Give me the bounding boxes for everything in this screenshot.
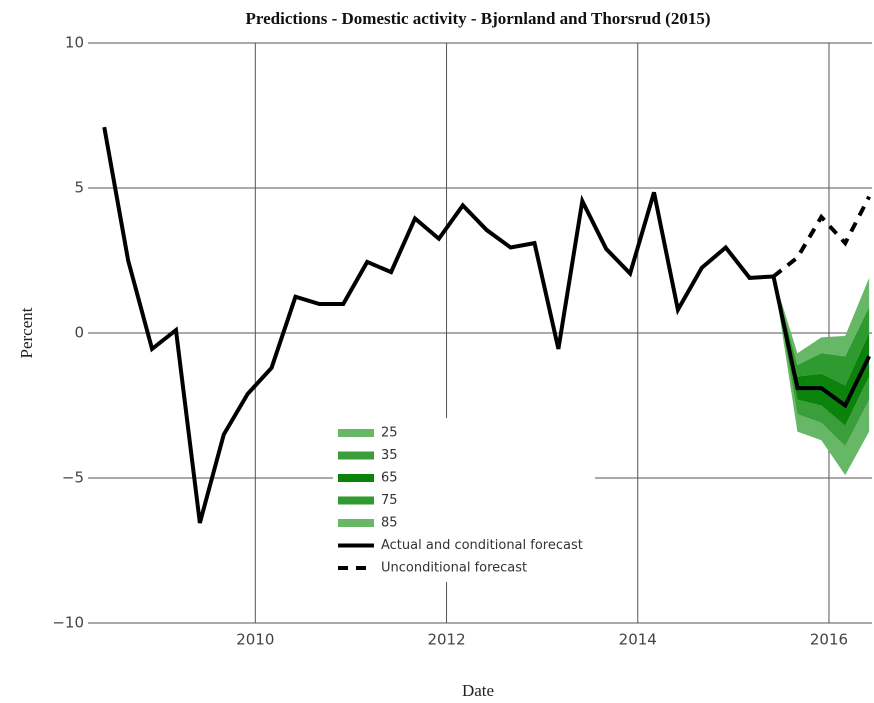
- legend-label: Actual and conditional forecast: [381, 538, 583, 553]
- legend: 25 35 65 75 85 Actual and conditional forecas…: [333, 418, 595, 582]
- legend-label: 35: [381, 448, 398, 463]
- line: [772, 195, 871, 279]
- chart-title: Predictions - Domestic activity - Bjornl…: [246, 9, 711, 28]
- y-tick-label: −5: [62, 469, 84, 487]
- legend-label: 25: [381, 426, 398, 441]
- legend-label: 65: [381, 471, 398, 486]
- legend-swatch: [338, 451, 374, 460]
- y-tick-label: 0: [74, 324, 84, 342]
- x-tick-label: 2010: [236, 631, 274, 649]
- x-tick-label: 2012: [427, 631, 465, 649]
- x-axis-label: Date: [462, 681, 494, 700]
- legend-label: Unconditional forecast: [381, 561, 527, 576]
- y-tick-label: 10: [65, 34, 84, 52]
- legend-label: 85: [381, 516, 398, 531]
- legend-swatch: [338, 496, 374, 505]
- legend-box: [333, 418, 595, 582]
- forecast-band: [773, 276, 870, 476]
- plot: [102, 126, 871, 524]
- grid: −10 −5 0 5 10 2010 2012 2014 2016: [52, 34, 872, 649]
- forecast-band: [773, 276, 870, 447]
- legend-label: 75: [381, 493, 398, 508]
- y-tick-label: 5: [74, 179, 84, 197]
- x-tick-label: 2016: [810, 631, 848, 649]
- x-tick-label: 2014: [619, 631, 657, 649]
- y-tick-label: −10: [52, 614, 84, 632]
- forecast-band: [773, 276, 870, 386]
- legend-swatch: [338, 474, 374, 482]
- y-axis-label: Percent: [17, 307, 36, 358]
- line: [102, 126, 871, 524]
- legend-swatch: [338, 429, 374, 437]
- legend-swatch: [338, 519, 374, 527]
- forecast-band: [773, 276, 870, 365]
